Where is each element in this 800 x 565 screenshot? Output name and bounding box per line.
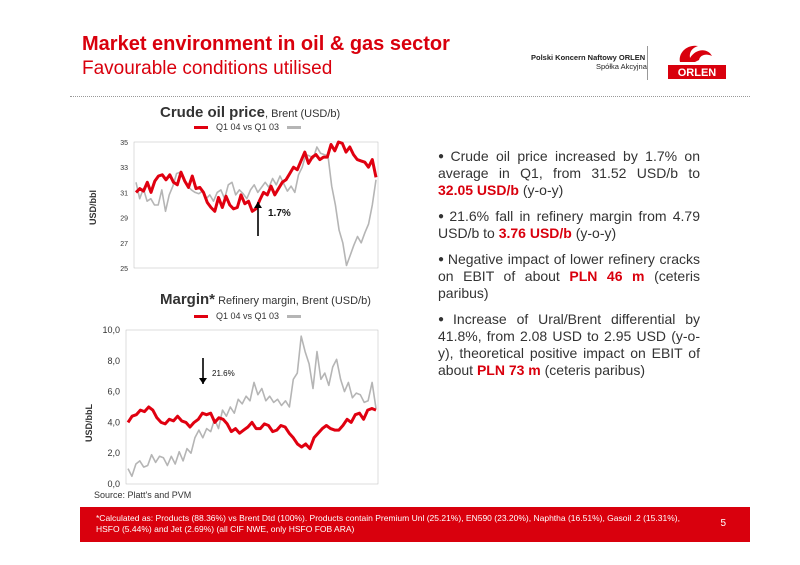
- crude-legend-current-swatch: [194, 125, 208, 129]
- crude-plot-area: [133, 141, 379, 269]
- orlen-logo-text: ORLEN: [678, 67, 717, 79]
- crude-chart: 25 27 29 31 33 35 1.7%: [102, 132, 382, 276]
- footnote: *Calculated as: Products (88.36%) vs Bre…: [96, 513, 680, 534]
- crude-y-tick-label: 29: [120, 216, 128, 223]
- bullet-item: ● Increase of Ural/Brent differential by …: [438, 311, 700, 379]
- crude-chart-title-sub: , Brent (USD/b): [265, 108, 341, 120]
- bullet-after: (y-o-y): [571, 225, 617, 241]
- header-rule: [70, 96, 750, 97]
- crude-y-tick-label: 31: [120, 190, 128, 197]
- crude-series-current-line: [134, 140, 378, 213]
- bullet-dot-icon: ●: [438, 211, 447, 222]
- bullet-highlight: PLN 73 m: [476, 362, 541, 378]
- crude-series-previous-line: [135, 146, 377, 267]
- crude-chart-svg: 25 27 29 31 33 35 1.7%: [120, 140, 379, 273]
- margin-chart-title: Margin* Refinery margin, Brent (USD/b): [160, 291, 371, 308]
- source-note: Source: Platt's and PVM: [94, 490, 192, 500]
- bullet-highlight: PLN 46 m: [569, 268, 645, 284]
- bullet-highlight: 3.76 USD/b: [498, 225, 572, 241]
- company-form: Spółka Akcyjna: [596, 62, 647, 71]
- bullet-dot-icon: ●: [438, 151, 448, 162]
- crude-y-axis-label: USD/bbl: [88, 190, 98, 225]
- margin-y-tick-label: 0,0: [107, 479, 120, 489]
- margin-chart-svg: 0,0 2,0 4,0 6,0 8,0 10,0 21.6%: [102, 325, 379, 489]
- margin-plot-area: [125, 329, 379, 485]
- margin-chart-title-main: Margin*: [160, 291, 216, 308]
- bullet-item: ● Negative impact of lower refinery crack…: [438, 251, 700, 302]
- margin-y-tick-label: 10,0: [102, 325, 120, 335]
- crude-legend-label: Q1 04 vs Q1 03: [216, 122, 280, 132]
- margin-legend-previous-swatch: [287, 314, 302, 318]
- margin-series-current-line: [126, 405, 377, 451]
- bullet-item: ● Crude oil price increased by 1.7% on av…: [438, 148, 700, 199]
- margin-chart: 0,0 2,0 4,0 6,0 8,0 10,0 21.6%: [96, 322, 382, 490]
- crude-annotation-label: 1.7%: [268, 208, 291, 219]
- margin-arrow-down-icon: [199, 378, 207, 384]
- bullet-after: (y-o-y): [518, 182, 564, 198]
- margin-y-tick-label: 6,0: [107, 387, 120, 397]
- crude-y-tick-label: 35: [120, 140, 128, 147]
- margin-annotation-label: 21.6%: [212, 369, 235, 378]
- crude-legend: Q1 04 vs Q1 03: [186, 122, 309, 132]
- page-subtitle: Favourable conditions utilised: [82, 58, 333, 79]
- bullet-dot-icon: ●: [438, 254, 445, 265]
- bullet-dot-icon: ●: [438, 314, 451, 325]
- crude-chart-title-main: Crude oil price: [160, 104, 266, 121]
- bullet-text: Negative impact of lower refinery cracks…: [438, 251, 701, 284]
- margin-y-tick-label: 4,0: [107, 417, 120, 427]
- margin-y-axis-label: USD/bbL: [84, 404, 94, 442]
- bullet-text: Increase of Ural/Brent differential by 4…: [438, 311, 700, 378]
- bullet-text: 21.6% fall in refinery margin from 4.79 …: [438, 208, 700, 241]
- margin-legend: Q1 04 vs Q1 03: [186, 311, 309, 321]
- crude-y-tick-label: 33: [120, 165, 128, 172]
- margin-series-previous-line: [127, 335, 377, 478]
- bullet-highlight: 32.05 USD/b: [438, 182, 519, 198]
- footer-bar: *Calculated as: Products (88.36%) vs Bre…: [80, 507, 750, 542]
- bullet-text: Crude oil price increased by 1.7% on ave…: [438, 148, 700, 181]
- crude-y-tick-label: 25: [120, 266, 128, 273]
- crude-legend-previous-swatch: [287, 125, 302, 129]
- margin-y-tick-label: 8,0: [107, 356, 120, 366]
- bullet-after: (ceteris paribus): [540, 362, 646, 378]
- margin-legend-current-swatch: [194, 314, 208, 318]
- crude-chart-title: Crude oil price, Brent (USD/b): [160, 104, 340, 121]
- crude-y-tick-label: 27: [120, 241, 128, 248]
- crude-arrow-up-icon: [254, 202, 262, 208]
- margin-legend-label: Q1 04 vs Q1 03: [216, 311, 280, 321]
- company-name: Polski Koncern Naftowy ORLEN: [531, 53, 646, 62]
- orlen-logo-icon: ORLEN: [668, 45, 726, 79]
- margin-chart-title-sub: Refinery margin, Brent (USD/b): [215, 295, 371, 307]
- bullet-after: (ceteris paribus): [438, 268, 700, 301]
- page-title: Market environment in oil & gas sector: [82, 33, 450, 55]
- header-divider: [647, 46, 648, 80]
- page-number: 5: [720, 518, 726, 529]
- bullet-item: ● 21.6% fall in refinery margin from 4.79…: [438, 208, 700, 242]
- orlen-logo: ORLEN: [662, 40, 732, 85]
- bullet-list: ● Crude oil price increased by 1.7% on av…: [438, 148, 700, 388]
- margin-y-tick-label: 2,0: [107, 448, 120, 458]
